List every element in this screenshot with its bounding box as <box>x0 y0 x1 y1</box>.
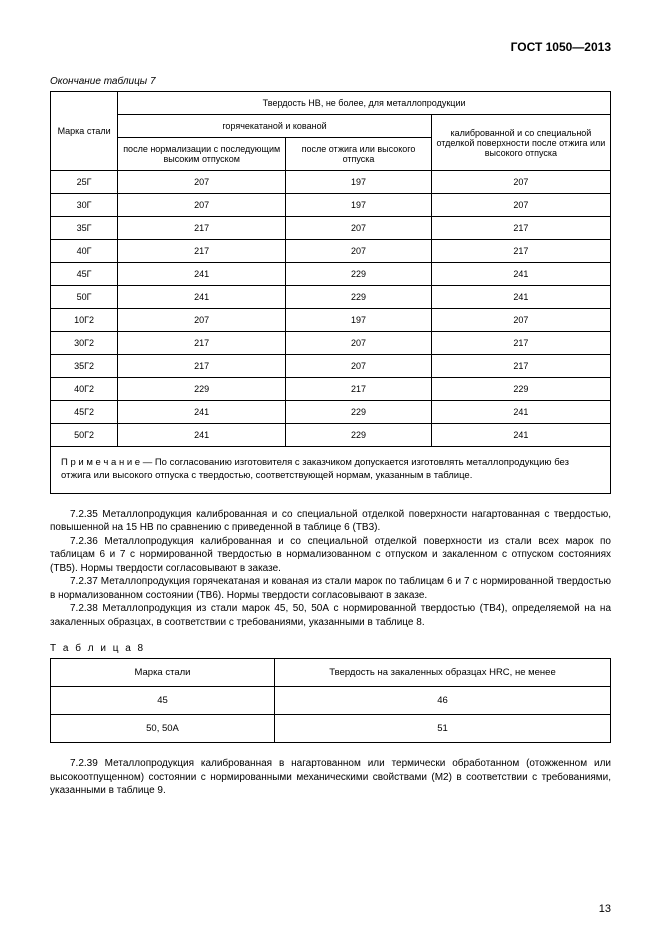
table-row-mark: 45Г <box>51 263 118 286</box>
table-row-value: 207 <box>118 194 286 217</box>
table-row-value: 241 <box>431 401 610 424</box>
table-row-value: 217 <box>431 240 610 263</box>
table-row-value: 217 <box>118 240 286 263</box>
table-row-value: 241 <box>118 401 286 424</box>
paragraph-7-2-35: 7.2.35 Металлопродукция калиброванная и … <box>50 508 611 535</box>
table-row-mark: 10Г2 <box>51 309 118 332</box>
table-row-value: 241 <box>431 286 610 309</box>
table-row-value: 217 <box>118 332 286 355</box>
table-row-value: 241 <box>118 424 286 447</box>
table-row-value: 241 <box>118 263 286 286</box>
table-row-value: 46 <box>275 687 611 715</box>
table-row-mark: 40Г2 <box>51 378 118 401</box>
table-row-value: 217 <box>118 217 286 240</box>
table-row-value: 197 <box>286 309 432 332</box>
table-row-value: 197 <box>286 194 432 217</box>
table-row-mark: 25Г <box>51 171 118 194</box>
table-row-value: 241 <box>431 263 610 286</box>
table-row-value: 207 <box>431 171 610 194</box>
table-row-mark: 45Г2 <box>51 401 118 424</box>
document-standard-code: ГОСТ 1050—2013 <box>50 40 611 54</box>
table-row-value: 217 <box>431 217 610 240</box>
table-row-mark: 40Г <box>51 240 118 263</box>
table-row-value: 217 <box>431 332 610 355</box>
t7-head-mark: Марка стали <box>51 92 118 171</box>
table-row-mark: 30Г2 <box>51 332 118 355</box>
table-row-value: 207 <box>286 332 432 355</box>
t7-head-calibrated: калиброванной и со специальной отделкой … <box>431 115 610 171</box>
t8-head-hardness: Твердость на закаленных образцах HRC, не… <box>275 659 611 687</box>
document-page: ГОСТ 1050—2013 Окончание таблицы 7 Марка… <box>0 0 661 935</box>
paragraph-7-2-39: 7.2.39 Металлопродукция калиброванная в … <box>50 757 611 798</box>
page-number: 13 <box>599 903 611 915</box>
table-row-value: 217 <box>431 355 610 378</box>
table-row-value: 229 <box>118 378 286 401</box>
table-row-mark: 35Г2 <box>51 355 118 378</box>
table-row-value: 229 <box>286 401 432 424</box>
t7-head-hotrolled: горячекатаной и кованой <box>118 115 432 138</box>
table-row-mark: 45 <box>51 687 275 715</box>
body-text-block-2: 7.2.39 Металлопродукция калиброванная в … <box>50 757 611 798</box>
table-row-value: 229 <box>286 424 432 447</box>
table-row-value: 207 <box>286 240 432 263</box>
table-8: Марка стали Твердость на закаленных обра… <box>50 658 611 743</box>
table8-label: Т а б л и ц а 8 <box>50 643 611 654</box>
table-row-mark: 50, 50А <box>51 715 275 743</box>
table-row-value: 229 <box>286 286 432 309</box>
table-row-value: 217 <box>118 355 286 378</box>
paragraph-7-2-36: 7.2.36 Металлопродукция калиброванная и … <box>50 535 611 576</box>
t7-head-annealed: после отжига или высокого отпуска <box>286 138 432 171</box>
table-row-value: 207 <box>118 309 286 332</box>
table-row-value: 197 <box>286 171 432 194</box>
table-row-value: 207 <box>286 355 432 378</box>
table-7: Марка стали Твердость НВ, не более, для … <box>50 91 611 494</box>
t7-head-normalized: после нормализации с последующим высоким… <box>118 138 286 171</box>
table-row-value: 229 <box>286 263 432 286</box>
table-row-value: 51 <box>275 715 611 743</box>
table-row-value: 207 <box>286 217 432 240</box>
table-row-mark: 50Г2 <box>51 424 118 447</box>
t7-note: П р и м е ч а н и е — По согласованию из… <box>51 447 611 494</box>
body-text-block: 7.2.35 Металлопродукция калиброванная и … <box>50 508 611 630</box>
table-row-value: 241 <box>431 424 610 447</box>
table-row-mark: 35Г <box>51 217 118 240</box>
table-row-mark: 30Г <box>51 194 118 217</box>
table-row-value: 217 <box>286 378 432 401</box>
paragraph-7-2-38: 7.2.38 Металлопродукция из стали марок 4… <box>50 602 611 629</box>
t7-head-top: Твердость НВ, не более, для металлопроду… <box>118 92 611 115</box>
table-row-value: 241 <box>118 286 286 309</box>
table7-caption: Окончание таблицы 7 <box>50 76 611 87</box>
table-row-value: 207 <box>118 171 286 194</box>
paragraph-7-2-37: 7.2.37 Металлопродукция горячекатаная и … <box>50 575 611 602</box>
table-row-value: 207 <box>431 309 610 332</box>
table-row-value: 207 <box>431 194 610 217</box>
table-row-value: 229 <box>431 378 610 401</box>
t8-head-mark: Марка стали <box>51 659 275 687</box>
table-row-mark: 50Г <box>51 286 118 309</box>
